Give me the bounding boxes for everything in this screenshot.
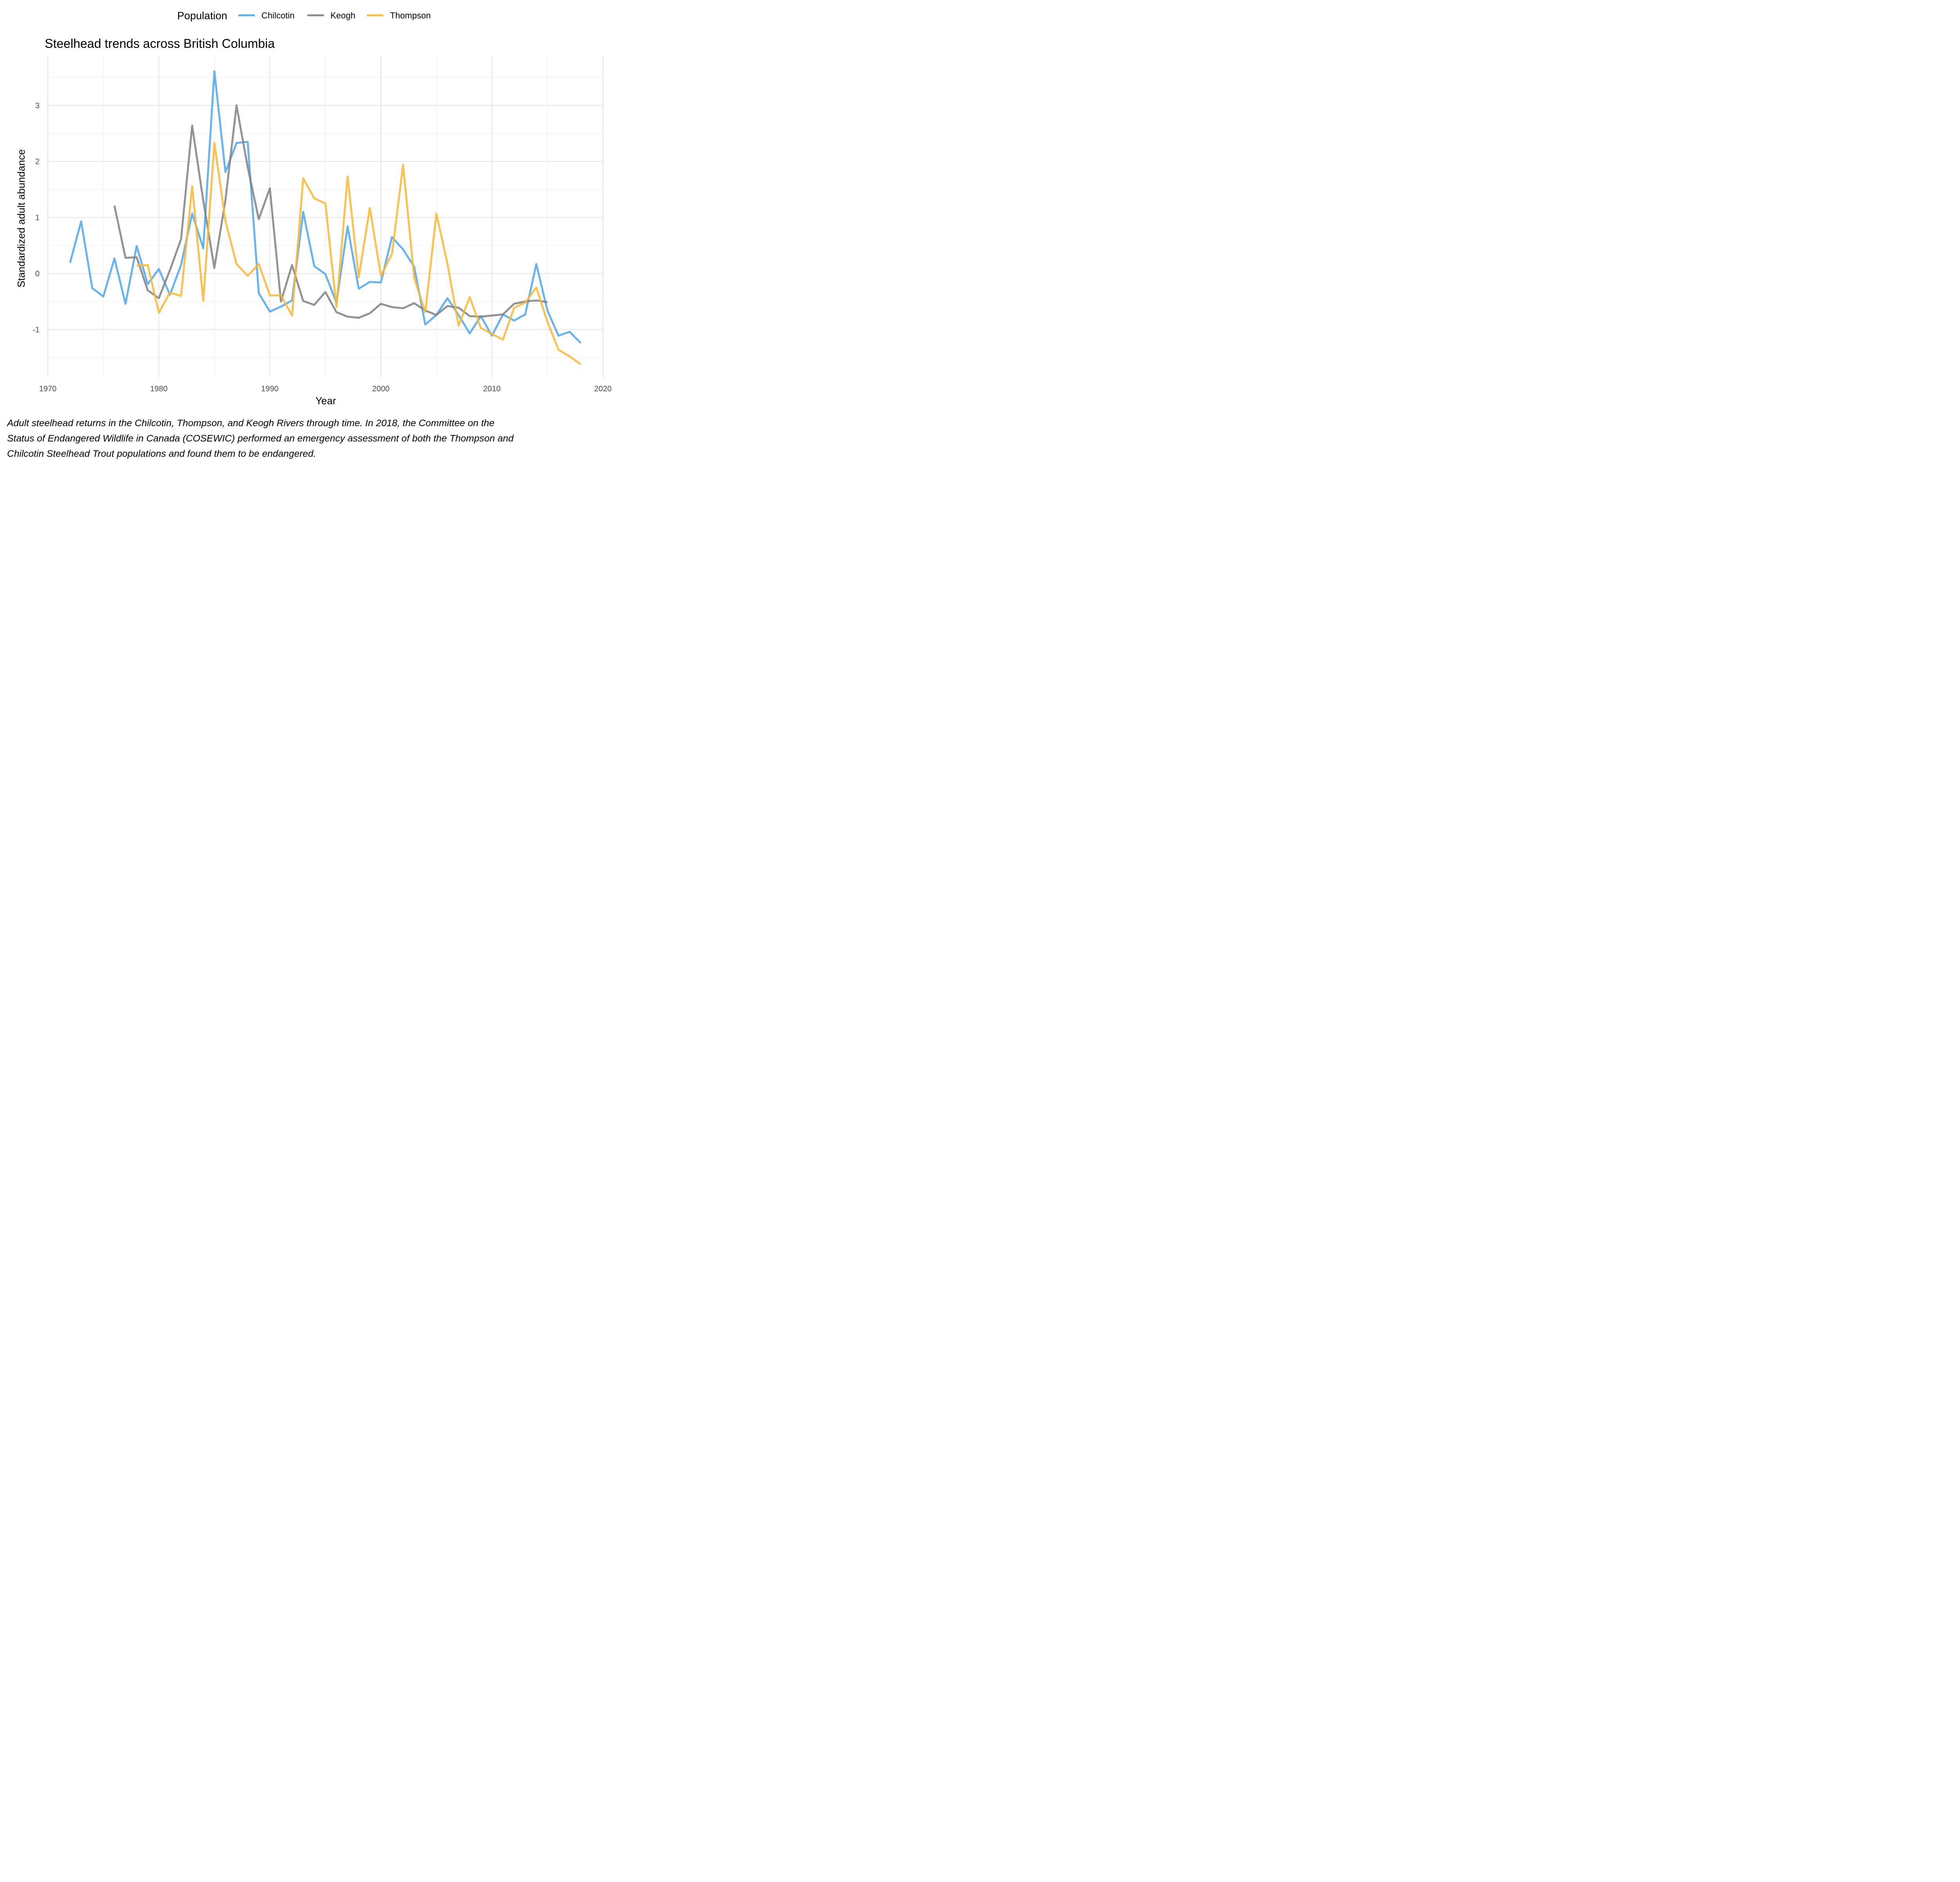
legend: Population Chilcotin Keogh Thompson <box>177 10 431 22</box>
series-line-keogh <box>113 104 548 319</box>
series-lines <box>69 70 582 365</box>
legend-label-chilcotin: Chilcotin <box>261 11 294 20</box>
y-tick-label: 2 <box>35 158 40 166</box>
x-tick-label: 1980 <box>150 385 168 393</box>
x-axis-label: Year <box>316 395 336 407</box>
y-tick-label: -1 <box>33 326 40 334</box>
y-tick-label: 1 <box>35 214 40 222</box>
x-axis: 1970 1980 1990 2000 2010 2020 <box>39 385 612 393</box>
legend-label-keogh: Keogh <box>330 11 356 20</box>
series-line-chilcotin <box>69 70 582 344</box>
legend-items: Chilcotin Keogh Thompson <box>238 11 431 20</box>
caption-line: Chilcotin Steelhead Trout populations an… <box>7 449 316 459</box>
y-axis-label: Standardized adult abundance <box>15 149 27 288</box>
y-tick-label: 3 <box>35 102 40 110</box>
x-tick-label: 2010 <box>483 385 501 393</box>
grid <box>47 56 603 377</box>
y-axis: -1 0 1 2 3 <box>33 102 40 334</box>
x-tick-label: 1990 <box>261 385 279 393</box>
x-tick-label: 1970 <box>39 385 57 393</box>
x-tick-label: 2020 <box>594 385 612 393</box>
figure-caption: Adult steelhead returns in the Chilcotin… <box>7 416 603 461</box>
series-line-thompson <box>136 142 581 365</box>
y-tick-label: 0 <box>35 270 40 278</box>
legend-title: Population <box>177 10 227 22</box>
chart-title: Steelhead trends across British Columbia <box>45 36 275 51</box>
legend-label-thompson: Thompson <box>390 11 431 20</box>
line-chart: Population Chilcotin Keogh Thompson Steelh… <box>15 10 612 407</box>
caption-line: Status of Endangered Wildlife in Canada … <box>7 433 514 444</box>
caption-line: Adult steelhead returns in the Chilcotin… <box>7 418 495 429</box>
x-tick-label: 2000 <box>372 385 390 393</box>
